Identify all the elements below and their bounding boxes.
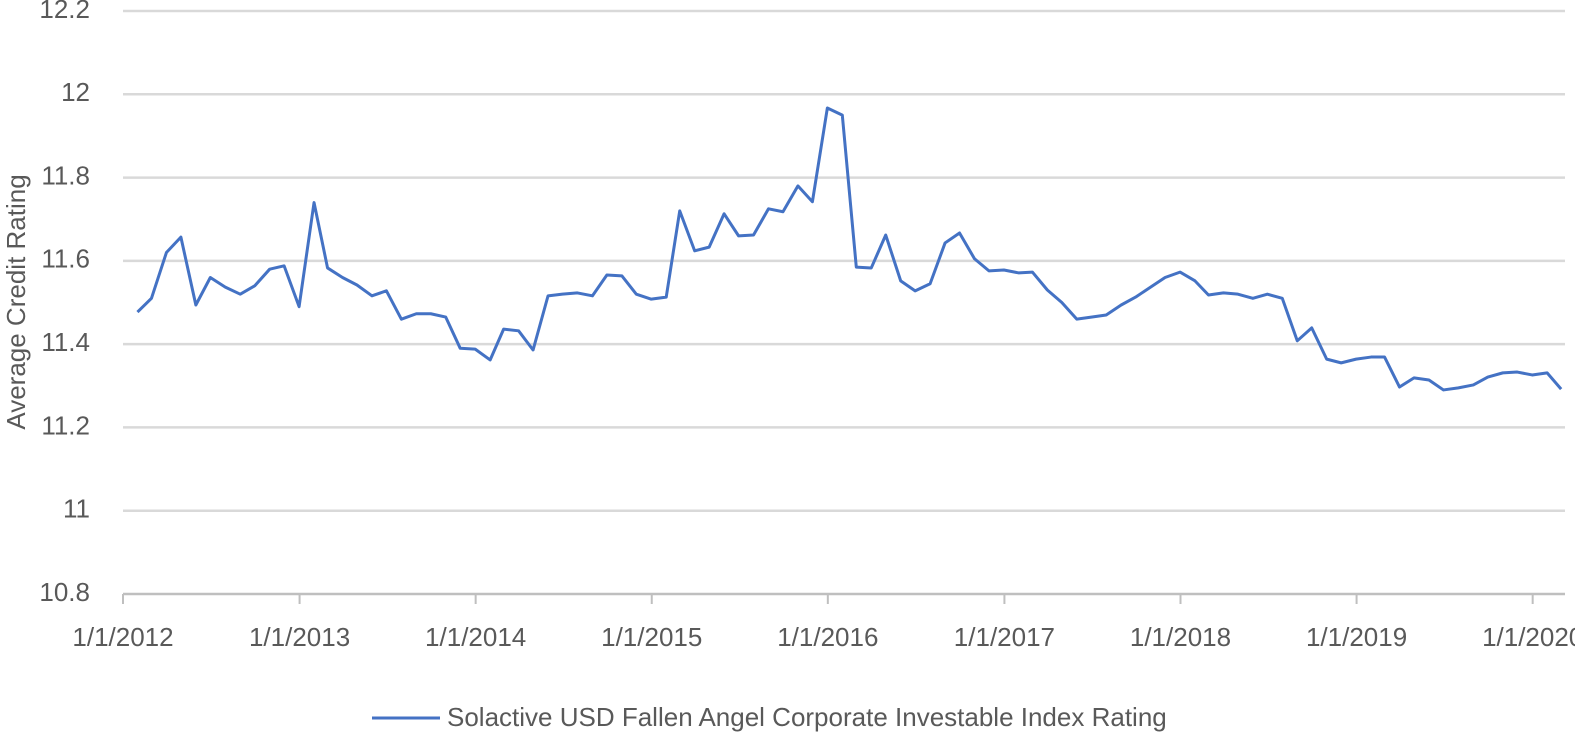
x-tick-label: 1/1/2019: [1306, 622, 1407, 652]
y-tick-label: 11.8: [41, 160, 90, 190]
x-tick-label: 1/1/2020: [1482, 622, 1575, 652]
y-tick-label: 10.8: [39, 577, 90, 607]
x-tick-label: 1/1/2018: [1130, 622, 1231, 652]
y-tick-label: 11.6: [41, 244, 90, 274]
y-tick-label: 11.2: [41, 410, 90, 440]
legend-label: Solactive USD Fallen Angel Corporate Inv…: [447, 702, 1167, 732]
x-tick-label: 1/1/2017: [954, 622, 1055, 652]
y-tick-label: 11: [63, 494, 90, 524]
y-tick-label: 12.2: [39, 0, 90, 24]
x-tick-label: 1/1/2013: [249, 622, 350, 652]
x-tick-label: 1/1/2015: [601, 622, 702, 652]
y-axis-label: Average Credit Rating: [1, 174, 31, 429]
data-line: [136, 106, 1563, 392]
y-tick-label: 11.4: [41, 327, 90, 357]
x-tick-label: 1/1/2012: [72, 622, 173, 652]
x-tick-label: 1/1/2014: [425, 622, 526, 652]
x-tick-label: 1/1/2016: [777, 622, 878, 652]
y-tick-label: 12: [61, 77, 90, 107]
